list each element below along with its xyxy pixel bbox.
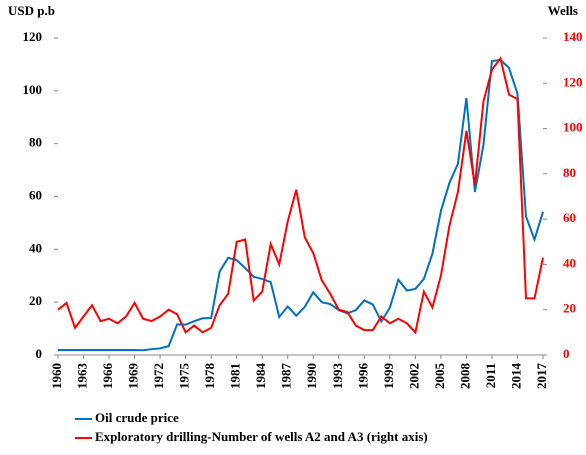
x-tick-label: 2005	[432, 363, 447, 390]
x-tick-label: 1981	[228, 363, 243, 389]
x-tick-label: 1978	[202, 363, 217, 390]
y-tick-label: 20	[29, 293, 42, 308]
x-tick-label: 1996	[355, 363, 370, 390]
y2-axis-label: Wells	[548, 3, 578, 18]
x-tick-label: 1972	[151, 363, 166, 389]
y2-tick-label: 120	[563, 74, 583, 89]
x-tick-label: 1993	[330, 363, 345, 390]
legend-label: Exploratory drilling-Number of wells A2 …	[95, 429, 428, 444]
x-tick-label: 2014	[508, 363, 523, 390]
y-axis-label: USD p.b	[8, 3, 55, 18]
x-tick-label: 1969	[126, 363, 141, 390]
x-tick-label: 1960	[49, 363, 64, 389]
series-line	[58, 58, 544, 352]
x-tick-label: 2011	[483, 363, 498, 388]
y2-tick-label: 100	[563, 120, 583, 135]
y-tick-label: 40	[29, 240, 42, 255]
y-tick-label: 100	[23, 82, 43, 97]
y-tick-label: 80	[29, 135, 42, 150]
y-tick-label: 120	[23, 29, 43, 44]
y2-tick-label: 0	[563, 346, 570, 361]
x-tick-label: 1987	[279, 363, 294, 390]
y2-tick-label: 40	[563, 255, 576, 270]
y2-tick-label: 60	[563, 210, 576, 225]
x-tick-label: 1963	[75, 363, 90, 390]
series-line	[57, 56, 544, 335]
x-tick-label: 1999	[381, 363, 396, 390]
y-tick-label: 60	[29, 187, 42, 202]
y-tick-label: 0	[36, 346, 43, 361]
x-tick-label: 2002	[406, 363, 421, 389]
x-tick-label: 1990	[304, 363, 319, 389]
y2-tick-label: 20	[563, 301, 576, 316]
x-tick-label: 1984	[253, 363, 268, 390]
x-tick-label: 2008	[457, 363, 472, 390]
y2-tick-label: 140	[563, 29, 583, 44]
legend-label: Oil crude price	[95, 410, 179, 425]
x-tick-label: 2017	[534, 363, 549, 390]
y2-tick-label: 80	[563, 165, 576, 180]
x-tick-label: 1975	[177, 363, 192, 390]
x-tick-label: 1966	[100, 363, 115, 390]
